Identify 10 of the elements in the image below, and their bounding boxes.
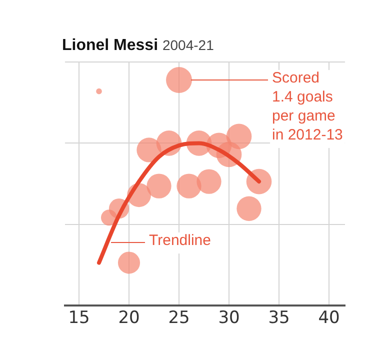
chart-title: Lionel Messi — [62, 37, 158, 54]
x-tick-label: 30 — [218, 308, 240, 328]
annotation: Trendline — [149, 232, 211, 250]
x-tick-label: 20 — [118, 308, 140, 328]
x-tick-label: 35 — [268, 308, 290, 328]
annotation: Scored 1.4 goals per game in 2012-13 — [272, 70, 343, 144]
x-tick-label: 40 — [318, 308, 340, 328]
x-tick-label: 15 — [68, 308, 90, 328]
chart-subtitle: 2004-21 — [162, 37, 214, 53]
x-tick-label: 25 — [168, 308, 190, 328]
